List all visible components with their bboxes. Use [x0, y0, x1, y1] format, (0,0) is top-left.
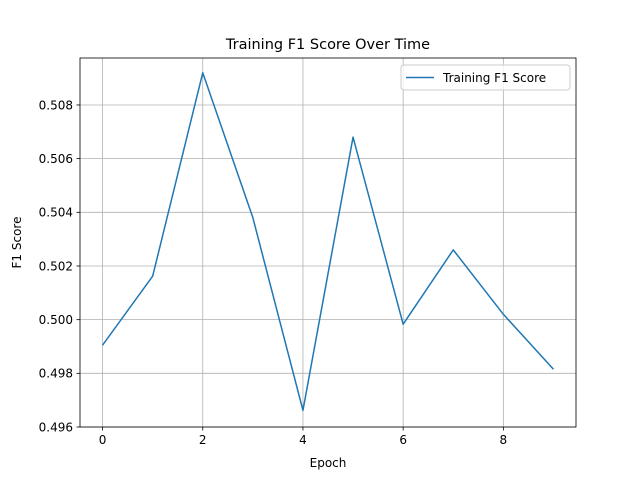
legend-box: [400, 64, 571, 91]
legend: Training F1 Score: [400, 64, 571, 91]
grid-lines: [80, 58, 576, 428]
series-line-training-f1-score: [101, 72, 555, 412]
series-layer: [101, 72, 555, 412]
x-tick-label: 8: [500, 433, 508, 447]
x-tick-label: 0: [99, 433, 107, 447]
y-tick-label: 0.504: [39, 206, 73, 220]
y-axis-ticks: 0.496 0.498 0.500 0.502 0.504 0.506 0.508: [39, 98, 80, 434]
plot-area-frame: [79, 57, 577, 428]
y-tick-label: 0.498: [39, 367, 73, 381]
y-axis-label: F1 Score: [10, 217, 24, 269]
chart-title: Training F1 Score Over Time: [225, 37, 430, 53]
y-tick-label: 0.502: [39, 259, 73, 273]
y-tick-label: 0.508: [39, 98, 73, 112]
y-tick-label: 0.496: [39, 420, 73, 434]
x-tick-label: 4: [299, 433, 307, 447]
x-axis-label: Epoch: [310, 456, 347, 470]
x-tick-label: 6: [399, 433, 407, 447]
y-tick-label: 0.506: [39, 152, 73, 166]
x-tick-label: 2: [199, 433, 207, 447]
x-axis-ticks: 0 2 4 6 8: [99, 427, 507, 447]
legend-entry-training-f1-score: Training F1 Score: [442, 71, 546, 85]
y-tick-label: 0.500: [39, 313, 73, 327]
